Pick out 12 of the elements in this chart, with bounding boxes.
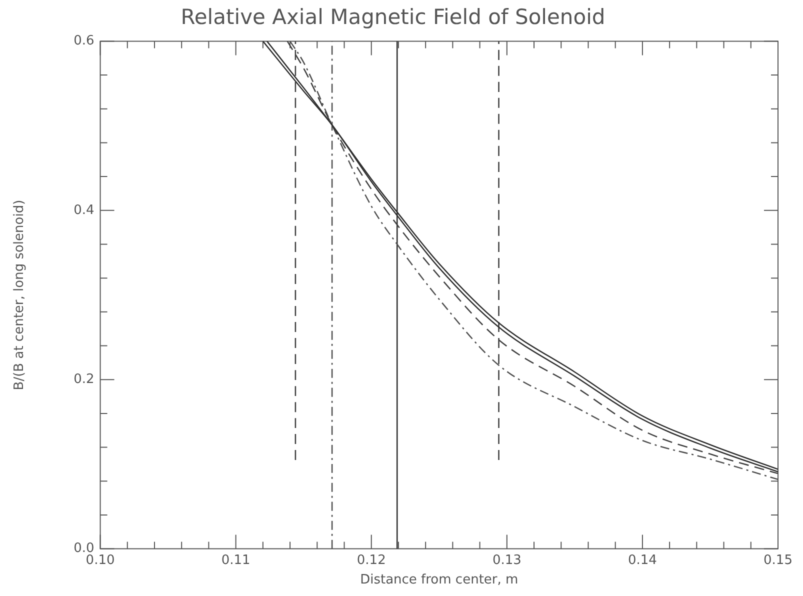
x-tick-label: 0.14	[628, 552, 657, 568]
x-tick-label: 0.15	[764, 552, 792, 568]
y-tick-label: 0.2	[74, 372, 94, 387]
y-tick-label: 0.4	[74, 202, 94, 218]
x-tick-label: 0.10	[86, 552, 115, 568]
x-tick-label: 0.11	[221, 552, 250, 568]
x-tick-label: 0.12	[356, 552, 386, 568]
x-axis-title: Distance from center, m	[360, 572, 518, 588]
y-axis-title: B/(B at center, long solenoid)	[12, 200, 28, 390]
chart-title: Relative Axial Magnetic Field of Solenoid	[180, 5, 606, 30]
y-tick-label: 0.6	[74, 34, 94, 49]
x-tick-label: 0.13	[492, 552, 522, 568]
